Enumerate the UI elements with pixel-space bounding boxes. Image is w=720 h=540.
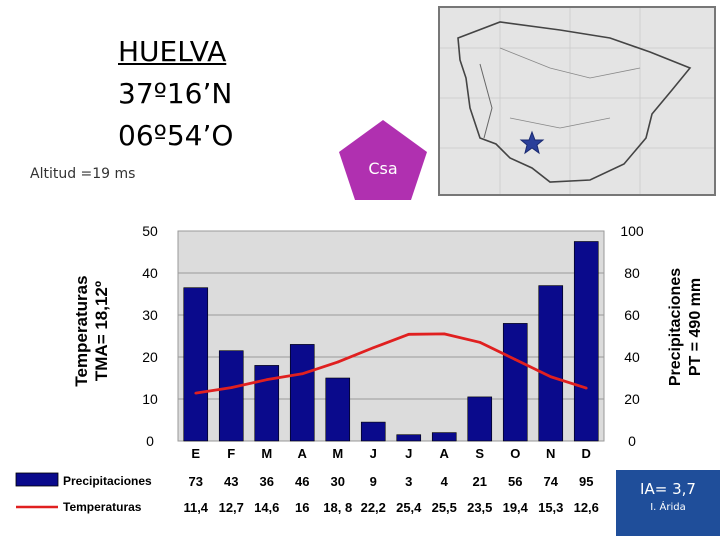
month-label: F <box>227 446 235 461</box>
precipitation-value: 56 <box>508 474 522 489</box>
precipitation-value: 74 <box>544 474 559 489</box>
aridity-index: IA= 3,7 <box>640 480 696 498</box>
temperature-point <box>300 372 304 376</box>
temperature-point <box>513 358 517 361</box>
month-label: J <box>405 446 412 461</box>
altitude-text: Altitud =19 ms <box>30 166 136 182</box>
right-tick-label: 20 <box>624 391 640 407</box>
temperature-point <box>336 360 340 364</box>
precipitation-bar <box>431 432 457 442</box>
longitude-text: 06º54’O <box>118 119 234 152</box>
right-axis-label-line1: Precipitaciones <box>667 267 684 387</box>
left-tick-label: 30 <box>142 307 158 323</box>
month-label: M <box>261 446 272 461</box>
month-label: J <box>370 446 377 461</box>
temperature-point <box>194 391 198 395</box>
precipitation-value: 9 <box>370 474 377 489</box>
temperature-point <box>229 386 233 389</box>
right-tick-label: 0 <box>628 433 636 449</box>
precipitation-value: 95 <box>579 474 593 489</box>
month-label: M <box>332 446 343 461</box>
precipitation-bar <box>289 344 315 442</box>
temperature-point <box>584 386 588 390</box>
location-map <box>438 6 716 196</box>
precipitation-bar <box>183 287 209 442</box>
temperature-point <box>371 346 375 350</box>
temperature-value: 22,2 <box>361 500 386 515</box>
month-label: D <box>582 446 591 461</box>
right-tick-label: 80 <box>624 265 640 281</box>
precipitation-bar <box>360 421 386 442</box>
precipitation-bar <box>325 377 351 442</box>
temperature-point <box>407 333 411 336</box>
temperature-value: 25,4 <box>396 500 422 515</box>
temperature-point <box>549 375 553 379</box>
aridity-class: I. Árida <box>650 502 686 513</box>
temperature-value: 25,5 <box>432 500 457 515</box>
month-label: S <box>475 446 484 461</box>
precipitation-value: 21 <box>473 474 487 489</box>
month-label: O <box>510 446 520 461</box>
left-tick-label: 0 <box>146 433 154 449</box>
temperature-point <box>442 332 446 336</box>
pentagon-icon <box>339 120 427 200</box>
precipitation-bar <box>502 323 528 442</box>
temperature-legend-label: Temperaturas <box>63 500 142 514</box>
right-tick-label: 40 <box>624 349 640 365</box>
temperature-point <box>265 378 269 381</box>
iberia-map-icon <box>440 8 714 194</box>
right-tick-label: 100 <box>620 223 644 239</box>
left-tick-label: 10 <box>142 391 158 407</box>
plot-area <box>177 230 605 442</box>
temperature-line <box>195 332 587 395</box>
month-label: E <box>191 446 200 461</box>
temperature-point <box>478 341 482 344</box>
temperature-value: 15,3 <box>538 500 563 515</box>
precipitation-legend-label: Precipitaciones <box>63 474 152 488</box>
temperature-value: 16 <box>295 500 309 515</box>
precipitation-value: 36 <box>260 474 274 489</box>
temperature-value: 11,4 <box>183 500 208 515</box>
precipitation-bar <box>396 434 422 442</box>
climate-badge: Csa <box>339 120 427 200</box>
left-axis-label-line1: Temperaturas <box>72 275 91 387</box>
month-label: A <box>298 446 308 461</box>
climate-code: Csa <box>368 159 397 178</box>
temperature-value: 23,5 <box>467 500 492 515</box>
precipitation-bar <box>254 365 280 442</box>
right-axis-label-line2: PT = 490 mm <box>687 277 704 377</box>
temperature-value: 18, 8 <box>323 500 352 515</box>
temperature-value: 12,7 <box>219 500 244 515</box>
month-label: A <box>440 446 450 461</box>
precipitation-value: 43 <box>224 474 238 489</box>
latitude-text: 37º16’N <box>118 77 233 110</box>
precipitation-value: 4 <box>441 474 449 489</box>
aridity-index-box: IA= 3,7 I. Árida <box>616 470 720 536</box>
month-label: N <box>546 446 555 461</box>
left-tick-label: 40 <box>142 265 158 281</box>
precipitation-value: 3 <box>405 474 412 489</box>
left-tick-label: 20 <box>142 349 158 365</box>
precipitation-value: 73 <box>189 474 203 489</box>
precipitation-value: 30 <box>331 474 345 489</box>
precipitation-value: 46 <box>295 474 309 489</box>
precipitation-bar <box>467 396 493 442</box>
temperature-value: 12,6 <box>574 500 599 515</box>
precipitation-bar <box>218 350 244 442</box>
left-tick-label: 50 <box>142 223 158 239</box>
temperature-value: 14,6 <box>254 500 279 515</box>
temperature-value: 19,4 <box>503 500 529 515</box>
star-icon <box>519 130 545 155</box>
precipitation-bar <box>538 285 564 442</box>
left-axis-label-line2: TMA= 18,12º <box>92 280 111 382</box>
right-tick-label: 60 <box>624 307 640 323</box>
precipitation-bar <box>573 241 599 442</box>
city-title: HUELVA <box>118 35 227 68</box>
precipitation-legend-swatch <box>15 472 59 487</box>
